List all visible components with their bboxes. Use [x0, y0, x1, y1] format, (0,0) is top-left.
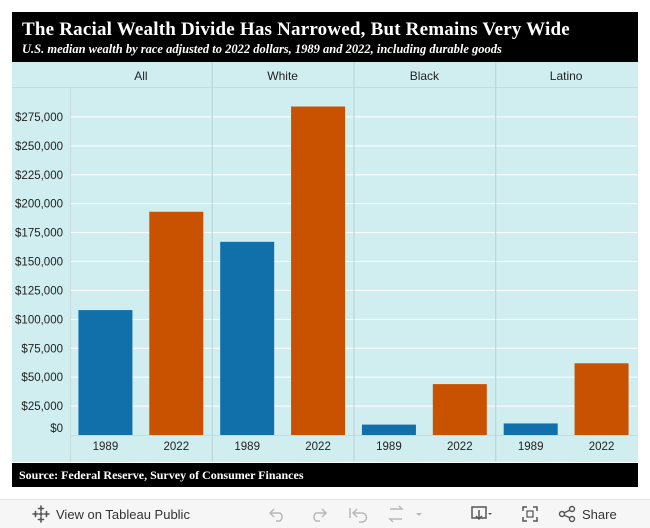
y-tick-label: $125,000 [15, 285, 63, 297]
x-tick-label: 1989 [234, 441, 260, 453]
bar-chart: $0 $25,000 $50,000 $75,000 $100,000 $125,000 $… [12, 62, 638, 462]
bar-black-2022[interactable] [432, 384, 487, 435]
share-button[interactable]: Share [558, 500, 617, 528]
source-note: Source: Federal Reserve, Survey of Consu… [19, 468, 304, 482]
chevron-down-icon [416, 513, 422, 516]
share-label: Share [582, 506, 617, 522]
bar-white-1989[interactable] [220, 241, 275, 435]
x-tick-label: 2022 [305, 441, 331, 453]
x-tick-label: 2022 [589, 441, 615, 453]
y-tick-label: $0 [50, 423, 63, 435]
redo-icon [313, 508, 328, 522]
chart-subtitle: U.S. median wealth by race adjusted to 2… [22, 42, 502, 56]
share-icon [558, 505, 576, 523]
group-label-black: Black [410, 69, 440, 83]
refresh-menu-button[interactable] [414, 500, 424, 528]
x-tick-label: 1989 [518, 441, 544, 453]
bar-white-2022[interactable] [291, 106, 346, 436]
revert-button[interactable] [348, 500, 370, 528]
chart-header: The Racial Wealth Divide Has Narrowed, B… [12, 12, 638, 62]
x-tick-label: 2022 [447, 441, 473, 453]
view-on-tableau-label: View on Tableau Public [56, 506, 190, 522]
group-label-white: White [267, 69, 298, 83]
undo-icon [268, 508, 283, 522]
y-tick-label: $225,000 [15, 170, 63, 182]
y-axis: $0 $25,000 $50,000 $75,000 $100,000 $125,000 $… [15, 112, 63, 435]
axis-labels: All 1989 2022 White 1989 2022 Black 1989 2022 Lat… [93, 69, 615, 453]
x-tick-label: 1989 [93, 441, 119, 453]
chart-footer: Source: Federal Reserve, Survey of Consu… [12, 463, 638, 487]
download-icon [471, 506, 492, 521]
y-tick-label: $100,000 [15, 314, 63, 326]
y-tick-label: $175,000 [15, 228, 63, 240]
y-tick-label: $150,000 [15, 257, 63, 269]
refresh-icon [388, 505, 404, 523]
bar-black-1989[interactable] [361, 424, 416, 435]
bar-all-1989[interactable] [78, 310, 133, 435]
bar-latino-1989[interactable] [503, 423, 558, 435]
view-on-tableau-link[interactable]: View on Tableau Public [32, 500, 190, 528]
tableau-toolbar: View on Tableau Public Share [0, 499, 650, 528]
revert-icon [349, 508, 368, 523]
chart-title: The Racial Wealth Divide Has Narrowed, B… [22, 19, 570, 40]
fullscreen-icon [522, 506, 538, 522]
refresh-button[interactable] [386, 500, 406, 528]
fullscreen-button[interactable] [520, 500, 540, 528]
download-button[interactable] [470, 500, 492, 528]
y-tick-label: $200,000 [15, 199, 63, 211]
redo-button[interactable] [308, 500, 328, 528]
group-label-all: All [134, 69, 147, 83]
y-tick-label: $250,000 [15, 141, 63, 153]
bar-latino-2022[interactable] [574, 363, 629, 435]
tableau-logo-icon [32, 505, 50, 523]
bars [78, 106, 629, 436]
group-label-latino: Latino [550, 69, 583, 83]
bar-all-2022[interactable] [149, 211, 204, 435]
y-tick-label: $275,000 [15, 112, 63, 124]
y-tick-label: $75,000 [21, 343, 63, 355]
undo-button[interactable] [268, 500, 288, 528]
y-tick-label: $50,000 [21, 372, 63, 384]
x-tick-label: 1989 [376, 441, 402, 453]
x-tick-label: 2022 [164, 441, 190, 453]
y-tick-label: $25,000 [21, 401, 63, 413]
